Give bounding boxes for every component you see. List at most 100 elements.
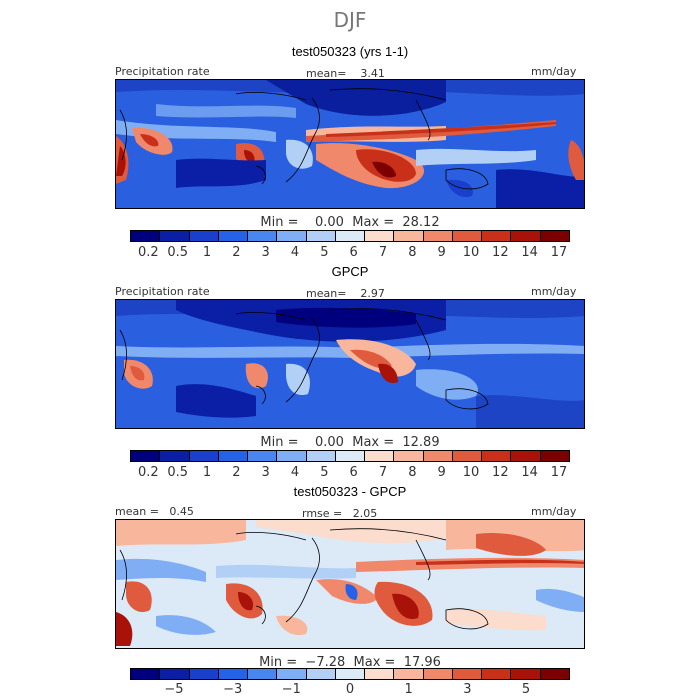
panel-3-title: test050323 - GPCP [293, 484, 407, 499]
panel-1-map-field [116, 80, 584, 208]
colorbar-swatch [248, 451, 278, 461]
colorbar-swatch [160, 669, 190, 679]
panel-1-colorbar-ticks: 0.2 0.5 1 2 3 4 5 6 7 8 9 10 12 14 17 [130, 245, 570, 261]
colorbar-swatch [277, 451, 307, 461]
colorbar-tick-label: 10 [462, 465, 480, 480]
colorbar-swatch [277, 669, 307, 679]
panel-3-map-field [116, 520, 584, 648]
colorbar-swatch [423, 231, 453, 241]
colorbar-swatch [306, 231, 336, 241]
colorbar-swatch [248, 231, 278, 241]
colorbar-tick-label: 7 [378, 245, 388, 260]
colorbar-swatch [218, 231, 249, 241]
colorbar-tick-label: 10 [462, 245, 480, 260]
colorbar-swatch [452, 451, 483, 461]
colorbar-tick-label: −5 [164, 682, 184, 697]
colorbar-swatch [540, 231, 569, 241]
colorbar-tick-label: 9 [437, 465, 446, 480]
panel-3-colorbar [130, 668, 570, 680]
colorbar-swatch [482, 669, 512, 679]
season-title: DJF [333, 8, 367, 32]
panel-1-colorbar [130, 230, 570, 242]
colorbar-swatch [335, 451, 366, 461]
panel-2-mean-label: mean= 2.97 [306, 287, 385, 300]
panel-3-min-max: Min = −7.28 Max = 17.96 [259, 655, 441, 670]
colorbar-swatch [394, 231, 424, 241]
colorbar-swatch [160, 231, 190, 241]
colorbar-tick-label: 6 [349, 245, 358, 260]
colorbar-swatch [540, 669, 569, 679]
colorbar-swatch [482, 451, 512, 461]
colorbar-tick-label: 8 [408, 465, 417, 480]
colorbar-tick-label: 3 [463, 682, 472, 697]
panel-3-unit-label: mm/day [531, 505, 577, 518]
panel-1-map [115, 79, 585, 209]
colorbar-swatch [452, 669, 483, 679]
panel-3-rmse-label: rmse = 2.05 [302, 507, 378, 520]
panel-3-colorbar-ticks: −5 −3 −1 0 1 3 5 [130, 682, 570, 698]
colorbar-tick-label: 4 [290, 245, 300, 260]
colorbar-swatch [277, 231, 307, 241]
colorbar-swatch [511, 231, 541, 241]
colorbar-swatch [365, 451, 395, 461]
colorbar-tick-label: 0.2 [137, 245, 159, 260]
panel-2-map [115, 299, 585, 429]
colorbar-tick-label: 3 [261, 245, 270, 260]
colorbar-tick-label: 3 [261, 465, 270, 480]
colorbar-swatch [218, 451, 249, 461]
colorbar-tick-label: 5 [521, 682, 531, 697]
colorbar-swatch [306, 451, 336, 461]
colorbar-tick-label: 4 [290, 465, 300, 480]
colorbar-swatch [540, 451, 569, 461]
panel-2-left-label: Precipitation rate [115, 285, 210, 298]
panel-3-mean-label: mean = 0.45 [115, 505, 194, 518]
colorbar-tick-label: 17 [550, 465, 568, 480]
colorbar-swatch [452, 231, 483, 241]
colorbar-tick-label: 0.5 [167, 245, 188, 260]
colorbar-swatch [511, 669, 541, 679]
colorbar-tick-label: 12 [492, 245, 509, 260]
colorbar-swatch [335, 231, 366, 241]
colorbar-tick-label: 1 [202, 245, 212, 260]
colorbar-tick-label: 0.2 [137, 465, 159, 480]
colorbar-tick-label: 0 [345, 682, 355, 697]
colorbar-swatch [189, 451, 219, 461]
colorbar-swatch [248, 669, 278, 679]
colorbar-tick-label: 1 [404, 682, 413, 697]
colorbar-tick-label: 2 [232, 245, 241, 260]
colorbar-swatch [394, 669, 424, 679]
panel-2-colorbar [130, 450, 570, 462]
colorbar-tick-label: −1 [281, 682, 301, 697]
colorbar-tick-label: 14 [521, 245, 538, 260]
panel-1-mean-label: mean= 3.41 [306, 67, 385, 80]
colorbar-swatch [189, 669, 219, 679]
colorbar-swatch [131, 231, 161, 241]
panel-3-map [115, 519, 585, 649]
panel-2-title: GPCP [331, 264, 369, 279]
colorbar-tick-label: 17 [550, 245, 568, 260]
colorbar-swatch [365, 669, 395, 679]
colorbar-tick-label: −3 [223, 682, 243, 697]
panel-2-unit-label: mm/day [531, 285, 577, 298]
colorbar-swatch [511, 451, 541, 461]
colorbar-swatch [335, 669, 366, 679]
colorbar-swatch [189, 231, 219, 241]
colorbar-tick-label: 2 [232, 465, 241, 480]
panel-1-unit-label: mm/day [531, 65, 577, 78]
panel-2-colorbar-ticks: 0.2 0.5 1 2 3 4 5 6 7 8 9 10 12 14 17 [130, 465, 570, 481]
colorbar-swatch [394, 451, 424, 461]
colorbar-tick-label: 1 [202, 465, 212, 480]
colorbar-tick-label: 0.5 [167, 465, 188, 480]
colorbar-tick-label: 7 [378, 465, 388, 480]
colorbar-swatch [160, 451, 190, 461]
colorbar-tick-label: 5 [320, 245, 329, 260]
colorbar-tick-label: 5 [320, 465, 329, 480]
panel-1-title: test050323 (yrs 1-1) [291, 44, 409, 59]
colorbar-swatch [306, 669, 336, 679]
colorbar-tick-label: 12 [492, 465, 509, 480]
panel-2-min-max: Min = 0.00 Max = 12.89 [260, 435, 440, 450]
colorbar-swatch [482, 231, 512, 241]
colorbar-tick-label: 6 [349, 465, 358, 480]
panel-1-min-max: Min = 0.00 Max = 28.12 [260, 215, 440, 230]
colorbar-tick-label: 9 [437, 245, 446, 260]
